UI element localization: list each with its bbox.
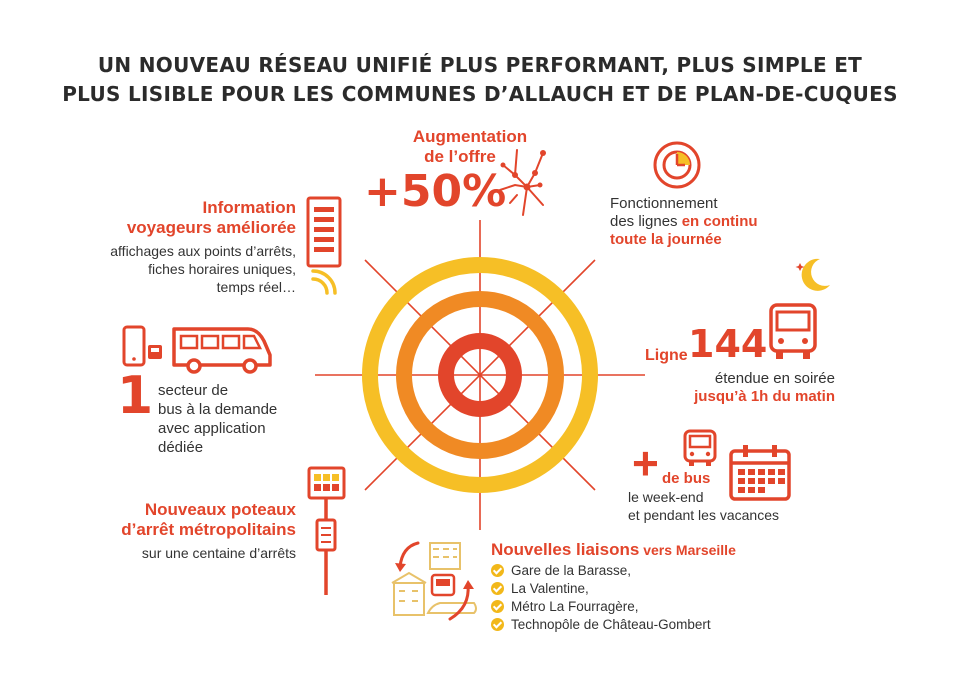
liaison-label: La Valentine,	[511, 581, 589, 596]
bus-stop-pole-icon	[307, 466, 346, 595]
ligne-number: 144	[688, 322, 768, 366]
bus-label: de bus	[662, 470, 711, 487]
smartphone-icon	[122, 325, 162, 367]
liaisons-title: Nouvelles liaisons vers Marseille	[491, 540, 736, 560]
secteur-line-1: secteur de	[158, 382, 229, 399]
poteaux-block: Nouveaux poteaux d’arrêt métropolitains …	[60, 500, 296, 562]
list-item: Métro La Fourragère,	[491, 598, 711, 616]
liaison-label: Métro La Fourragère,	[511, 599, 639, 614]
city-links-icon	[391, 541, 477, 621]
info-desc-3: temps réel…	[216, 279, 296, 295]
offre-heading: Augmentation de l’offre	[400, 127, 540, 167]
minibus-icon	[172, 327, 272, 374]
network-map-icon	[499, 149, 546, 216]
check-icon	[491, 600, 504, 613]
ligne-prefix: Ligne	[645, 347, 688, 364]
liaisons-title-a: Nouvelles liaisons	[491, 540, 640, 559]
calendar-icon	[729, 445, 791, 501]
info-title-1: Information	[202, 198, 297, 217]
bus-desc: le week-end et pendant les vacances	[628, 488, 779, 524]
page-title-line-1: UN NOUVEAU RÉSEAU UNIFIÉ PLUS PERFORMANT…	[97, 53, 863, 77]
continu-text: Fonctionnement des lignes en continu tou…	[610, 195, 758, 249]
liaison-label: Gare de la Barasse,	[511, 563, 632, 578]
bus-line-2: et pendant les vacances	[628, 507, 779, 523]
list-item: Gare de la Barasse,	[491, 562, 711, 580]
poteaux-desc: sur une centaine d’arrêts	[141, 545, 296, 561]
secteur-line-2: bus à la demande	[158, 401, 278, 418]
list-item: Technopôle de Château-Gombert	[491, 616, 711, 634]
ring-outer	[362, 257, 598, 493]
liaison-label: Technopôle de Château-Gombert	[511, 617, 711, 632]
continu-line-2b: en continu	[681, 213, 758, 230]
bus-line-1: le week-end	[628, 489, 704, 505]
ring-middle	[396, 291, 564, 459]
small-bus-icon	[683, 429, 717, 466]
continu-line-2a: des lignes	[610, 213, 682, 230]
continu-line-3: toute la journée	[610, 231, 722, 248]
offre-line-2: de l’offre	[424, 147, 496, 166]
secteur-line-4: dédiée	[158, 439, 204, 456]
bus-plus: +	[632, 437, 659, 489]
poteaux-title-2: d’arrêt métropolitains	[121, 520, 296, 539]
info-display-icon	[306, 196, 342, 295]
central-target-graphic	[315, 220, 645, 530]
secteur-desc: secteur de bus à la demande avec applica…	[158, 381, 277, 457]
continu-line-1: Fonctionnement	[610, 195, 718, 212]
offre-line-1: Augmentation	[412, 127, 528, 146]
check-icon	[491, 582, 504, 595]
poteaux-title-1: Nouveaux poteaux	[144, 500, 296, 519]
info-block: Information voyageurs améliorée affichag…	[60, 198, 296, 296]
info-title-2: voyageurs améliorée	[126, 218, 296, 237]
bus-front-icon	[769, 303, 817, 359]
liaisons-list: Gare de la Barasse, La Valentine, Métro …	[491, 562, 711, 634]
list-item: La Valentine,	[491, 580, 711, 598]
ring-inner	[438, 333, 522, 417]
moon-icon	[795, 258, 830, 291]
check-icon	[491, 618, 504, 631]
offre-value: +50%	[364, 166, 507, 217]
secteur-line-3: avec application	[158, 420, 266, 437]
info-desc-2: fiches horaires uniques,	[148, 261, 296, 277]
page-title-line-2: PLUS LISIBLE POUR LES COMMUNES D’ALLAUCH…	[62, 82, 898, 106]
secteur-number: 1	[117, 366, 154, 426]
ligne-line-2: jusqu’à 1h du matin	[694, 388, 835, 405]
info-desc-1: affichages aux points d’arrêts,	[110, 243, 296, 259]
liaisons-title-b: vers Marseille	[639, 542, 736, 558]
ligne-line-1: étendue en soirée	[714, 370, 835, 387]
ligne-desc: étendue en soirée jusqu’à 1h du matin	[620, 370, 835, 406]
check-icon	[491, 564, 504, 577]
clock-icon	[653, 141, 701, 189]
